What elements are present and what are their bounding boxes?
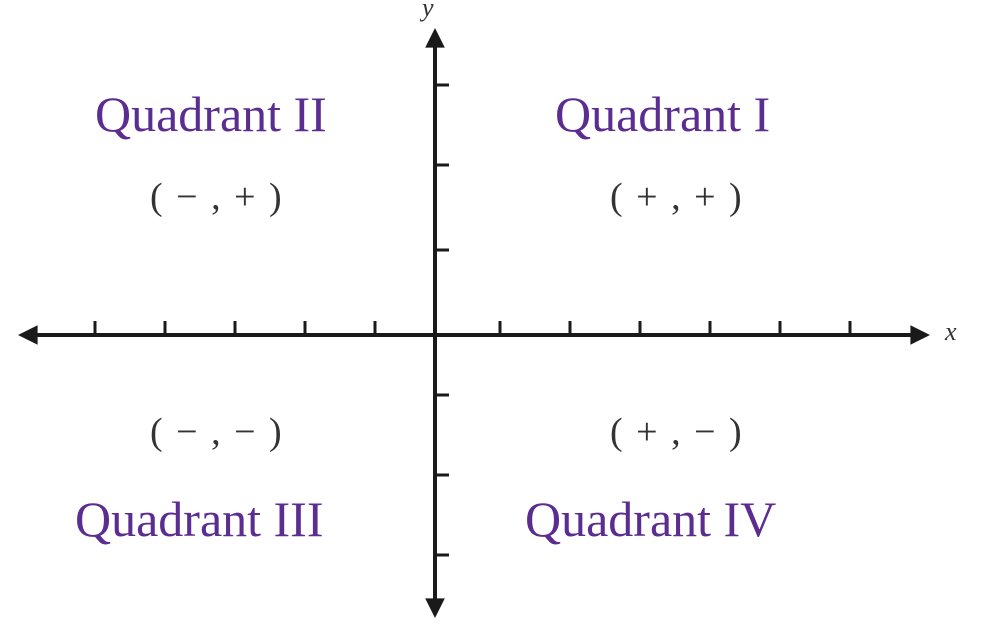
quadrant-3-sign: ( − , − ) <box>150 410 284 454</box>
quadrant-3-label: Quadrant III <box>75 490 324 548</box>
y-axis-label: y <box>422 0 434 23</box>
quadrant-4-sign: ( + , − ) <box>610 410 744 454</box>
quadrant-1-label: Quadrant I <box>555 85 770 143</box>
quadrant-1-sign: ( + , + ) <box>610 175 744 219</box>
coordinate-plane-diagram: y x Quadrant II ( − , + ) Quadrant I ( +… <box>0 0 990 624</box>
quadrant-4-label: Quadrant IV <box>525 490 776 548</box>
x-axis-label: x <box>945 317 957 347</box>
quadrant-2-label: Quadrant II <box>95 85 327 143</box>
quadrant-2-sign: ( − , + ) <box>150 175 284 219</box>
